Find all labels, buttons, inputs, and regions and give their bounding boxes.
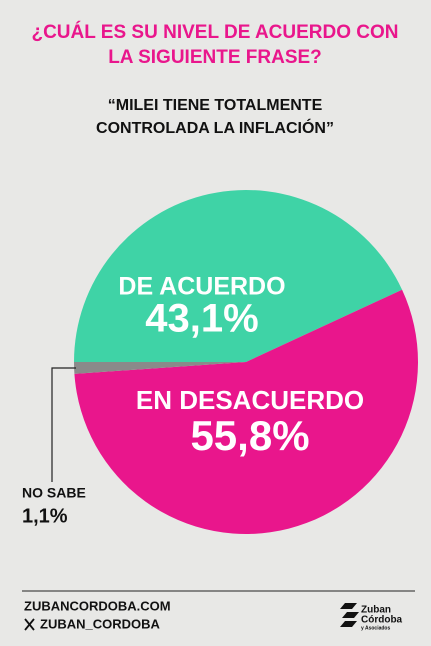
website: ZUBANCORDOBA.COM bbox=[24, 598, 171, 613]
title-line: LA SIGUIENTE FRASE? bbox=[108, 47, 322, 68]
pie-slice bbox=[74, 190, 403, 362]
logo-text: y Asociados bbox=[361, 625, 390, 631]
title-line: ¿CUÁL ES SU NIVEL DE ACUERDO CON bbox=[31, 21, 398, 43]
social-handle: ZUBAN_CORDOBA bbox=[40, 616, 161, 631]
pie-slice bbox=[74, 362, 246, 374]
leader-line bbox=[51, 367, 76, 482]
pie-slice bbox=[74, 289, 419, 535]
value-label: 43,1% bbox=[145, 297, 258, 341]
slice-label: NO SABE bbox=[22, 485, 86, 501]
subtitle-line: “MILEI TIENE TOTALMENTE bbox=[108, 97, 323, 114]
slice-label: EN DESACUERDO bbox=[136, 385, 364, 415]
logo-icon bbox=[340, 603, 359, 627]
slice-label: DE ACUERDO bbox=[118, 273, 285, 301]
value-label: 55,8% bbox=[190, 412, 309, 459]
logo-text: Córdoba bbox=[361, 615, 403, 626]
value-label: 1,1% bbox=[22, 505, 68, 527]
subtitle-line: CONTROLADA LA INFLACIÓN” bbox=[96, 118, 334, 137]
x-icon bbox=[24, 618, 35, 631]
logo-text: Zuban bbox=[361, 605, 391, 616]
